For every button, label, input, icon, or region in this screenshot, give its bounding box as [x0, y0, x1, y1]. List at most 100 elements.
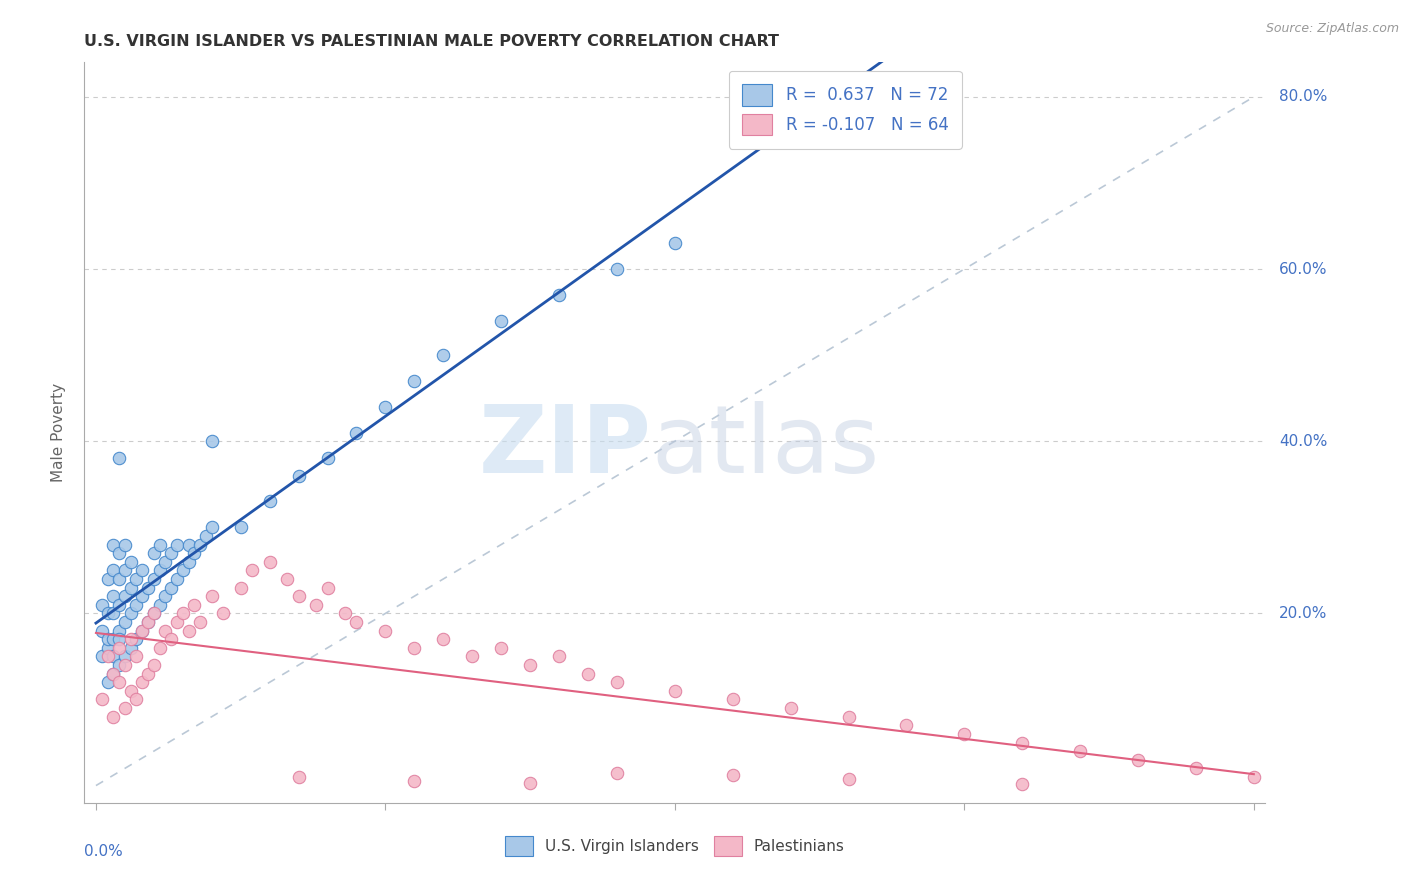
Point	[90, 598, 112, 612]
Point	[114, 701, 136, 715]
Point	[183, 546, 205, 560]
Point	[96, 632, 118, 647]
Point	[461, 649, 484, 664]
Point	[103, 709, 125, 723]
Point	[1243, 770, 1265, 784]
Point	[316, 451, 339, 466]
Point	[149, 640, 172, 655]
Point	[489, 640, 512, 655]
Point	[166, 537, 188, 551]
Point	[374, 400, 396, 414]
Point	[103, 607, 125, 621]
Point	[125, 649, 148, 664]
Point	[432, 348, 454, 362]
Text: 80.0%: 80.0%	[1279, 89, 1327, 104]
Point	[287, 468, 309, 483]
Point	[519, 776, 541, 790]
Point	[103, 589, 125, 603]
Point	[120, 581, 142, 595]
Point	[896, 718, 918, 732]
Point	[953, 727, 976, 741]
Point	[259, 494, 281, 508]
Point	[346, 425, 368, 440]
Text: atlas: atlas	[651, 401, 880, 493]
Point	[125, 632, 148, 647]
Point	[1011, 735, 1033, 749]
Point	[276, 572, 298, 586]
Point	[142, 658, 165, 673]
Point	[316, 581, 339, 595]
Point	[108, 640, 131, 655]
Point	[160, 546, 183, 560]
Point	[166, 615, 188, 629]
Point	[838, 772, 860, 786]
Point	[1126, 753, 1149, 767]
Point	[177, 555, 200, 569]
Point	[333, 607, 356, 621]
Point	[96, 607, 118, 621]
Point	[287, 589, 309, 603]
Point	[108, 598, 131, 612]
Point	[103, 666, 125, 681]
Text: U.S. VIRGIN ISLANDER VS PALESTINIAN MALE POVERTY CORRELATION CHART: U.S. VIRGIN ISLANDER VS PALESTINIAN MALE…	[84, 34, 779, 49]
Point	[1185, 761, 1208, 775]
Point	[142, 546, 165, 560]
Point	[136, 581, 159, 595]
Point	[188, 537, 211, 551]
Point	[114, 658, 136, 673]
Point	[136, 615, 159, 629]
Point	[229, 520, 252, 534]
Point	[90, 624, 112, 638]
Point	[149, 537, 172, 551]
Point	[149, 563, 172, 577]
Point	[432, 632, 454, 647]
Text: 60.0%: 60.0%	[1279, 261, 1327, 277]
Point	[183, 598, 205, 612]
Point	[177, 624, 200, 638]
Point	[194, 529, 217, 543]
Point	[131, 589, 153, 603]
Point	[404, 640, 426, 655]
Point	[287, 770, 309, 784]
Point	[166, 572, 188, 586]
Point	[155, 555, 177, 569]
Text: 0.0%: 0.0%	[84, 844, 124, 858]
Point	[172, 563, 194, 577]
Point	[155, 624, 177, 638]
Point	[96, 572, 118, 586]
Point	[1069, 744, 1091, 758]
Text: Source: ZipAtlas.com: Source: ZipAtlas.com	[1265, 22, 1399, 36]
Point	[259, 555, 281, 569]
Point	[212, 607, 235, 621]
Point	[664, 684, 686, 698]
Point	[1011, 777, 1033, 791]
Point	[96, 675, 118, 690]
Point	[779, 701, 801, 715]
Point	[240, 563, 263, 577]
Point	[131, 563, 153, 577]
Point	[108, 546, 131, 560]
Point	[120, 632, 142, 647]
Point	[114, 649, 136, 664]
Point	[177, 537, 200, 551]
Point	[576, 666, 599, 681]
Point	[606, 262, 628, 277]
Point	[120, 640, 142, 655]
Point	[136, 666, 159, 681]
Point	[548, 649, 571, 664]
Point	[103, 537, 125, 551]
Point	[103, 649, 125, 664]
Point	[114, 563, 136, 577]
Point	[229, 581, 252, 595]
Point	[404, 374, 426, 388]
Text: 40.0%: 40.0%	[1279, 434, 1327, 449]
Point	[131, 624, 153, 638]
Point	[519, 658, 541, 673]
Point	[155, 589, 177, 603]
Point	[114, 537, 136, 551]
Point	[114, 615, 136, 629]
Point	[108, 675, 131, 690]
Point	[96, 649, 118, 664]
Point	[108, 624, 131, 638]
Point	[305, 598, 328, 612]
